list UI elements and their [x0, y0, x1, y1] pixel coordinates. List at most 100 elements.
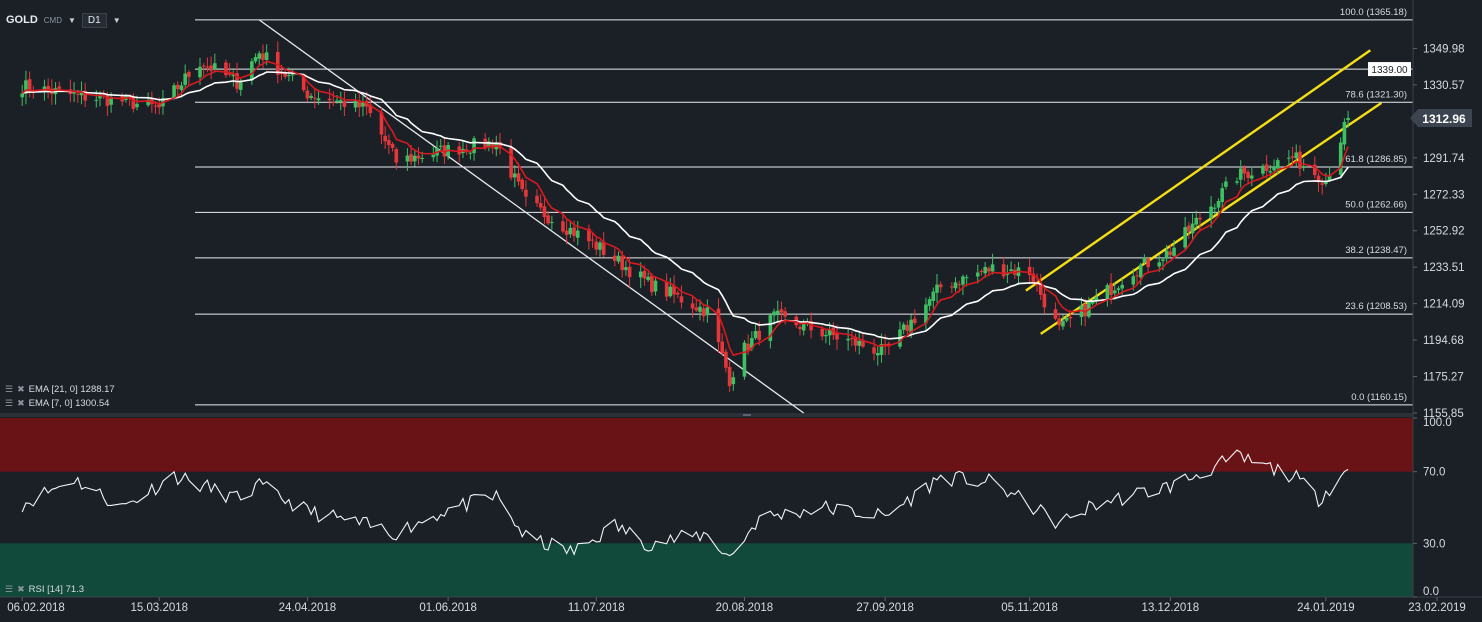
timeframe-dropdown-icon[interactable]: ▼: [112, 15, 121, 25]
timeframe-selector[interactable]: D1: [81, 12, 107, 28]
candle-body: [742, 342, 747, 377]
candle-body: [24, 80, 28, 94]
date-tick-label: 06.02.2018: [7, 602, 65, 614]
candle-body: [964, 277, 969, 279]
candle-body: [1164, 250, 1169, 259]
candle-body: [775, 310, 780, 314]
candle-body: [546, 215, 550, 224]
candle-body: [827, 328, 832, 336]
candle-body: [616, 255, 621, 262]
candle-body: [638, 271, 643, 278]
candle-body: [1116, 288, 1121, 291]
candle-body: [335, 100, 339, 103]
candle-body: [146, 99, 150, 106]
candle-body: [175, 84, 180, 90]
fib-label-0-0: 0.0 (1160.15): [1351, 392, 1407, 403]
candle-body: [783, 311, 787, 317]
candle-body: [46, 85, 50, 91]
candle-body: [1275, 160, 1280, 169]
candle-body: [694, 307, 699, 311]
fib-label-50-0: 50.0 (1262.66): [1345, 199, 1407, 210]
candle-body: [750, 338, 754, 349]
candle-body: [416, 155, 421, 159]
candle-body: [1057, 318, 1062, 326]
candle-body: [835, 333, 839, 340]
candle-body: [587, 228, 591, 242]
symbol-dropdown-icon[interactable]: ▼: [68, 15, 76, 25]
candle-body: [627, 266, 632, 278]
candle-body: [912, 318, 917, 324]
fib-label-100-0: 100.0 (1365.18): [1340, 7, 1407, 18]
candle-body: [468, 152, 473, 154]
trendline-downtrend[interactable]: [258, 19, 805, 414]
candle-body: [953, 282, 958, 289]
date-tick-label: 05.11.2018: [1001, 602, 1058, 614]
candle-body: [820, 329, 825, 337]
candle-body: [313, 97, 317, 99]
candle-body: [572, 227, 576, 236]
candle-body: [135, 103, 139, 108]
rsi-tick-label: 70.0: [1423, 467, 1445, 479]
candle-body: [201, 65, 206, 67]
price-tick-label: 1214.09: [1423, 299, 1465, 311]
candle-body: [1220, 188, 1224, 202]
candle-body: [1324, 181, 1328, 185]
candle-body: [513, 173, 517, 178]
candle-body: [264, 52, 269, 60]
candle-body: [1112, 290, 1117, 294]
candle-body: [127, 95, 132, 98]
candle-body: [598, 242, 602, 250]
date-tick-label: 24.01.2019: [1297, 602, 1355, 614]
candle-body: [1301, 166, 1306, 168]
candle-body: [27, 79, 32, 91]
candle-body: [601, 241, 606, 255]
candle-body: [724, 351, 728, 368]
candle-body: [316, 98, 321, 101]
candle-body: [1064, 317, 1069, 321]
candle-body: [1272, 167, 1276, 171]
candle-body: [909, 319, 913, 333]
candle-body: [1264, 164, 1269, 172]
ema7-legend: ☰ ✖ EMA [7, 0] 1300.54: [5, 398, 109, 409]
candle-body: [253, 57, 258, 62]
date-tick-label: 24.04.2018: [279, 602, 337, 614]
indicator-remove-icon[interactable]: ✖: [17, 584, 25, 594]
candle-body: [224, 62, 228, 76]
candle-body: [238, 80, 243, 90]
candle-body: [679, 296, 684, 303]
candle-body: [1009, 269, 1013, 272]
indicator-settings-icon[interactable]: ☰: [5, 398, 14, 408]
indicator-remove-icon[interactable]: ✖: [17, 398, 25, 408]
candle-body: [379, 112, 384, 135]
candle-body: [983, 266, 987, 274]
candle-body: [642, 271, 647, 279]
candle-body: [542, 206, 547, 218]
candle-body: [757, 330, 762, 340]
candle-body: [1131, 276, 1136, 285]
symbol-label[interactable]: GOLD: [6, 14, 38, 26]
trendline-channel-upper[interactable]: [1025, 49, 1372, 292]
candle-body: [342, 101, 347, 107]
candle-body: [1031, 273, 1036, 284]
indicator-settings-icon[interactable]: ☰: [5, 384, 14, 394]
indicator-settings-icon[interactable]: ☰: [5, 584, 14, 594]
indicator-remove-icon[interactable]: ✖: [17, 384, 25, 394]
candle-body: [257, 53, 262, 59]
instrument-type-label: CMD: [43, 15, 62, 25]
candle-body: [1038, 283, 1043, 295]
candle-body: [1068, 316, 1073, 319]
candle-body: [261, 53, 265, 60]
candle-body: [872, 347, 876, 354]
candle-body: [1146, 258, 1150, 268]
candle-body: [383, 135, 387, 142]
candle-body: [283, 72, 287, 77]
candle-body: [1138, 264, 1143, 278]
fib-label-78-6: 78.6 (1321.30): [1345, 89, 1407, 100]
candle-body: [431, 154, 436, 158]
candle-body: [798, 326, 802, 330]
candle-body: [205, 66, 210, 68]
candle-body: [387, 140, 391, 146]
candle-body: [672, 285, 676, 295]
candle-body: [1161, 259, 1165, 262]
